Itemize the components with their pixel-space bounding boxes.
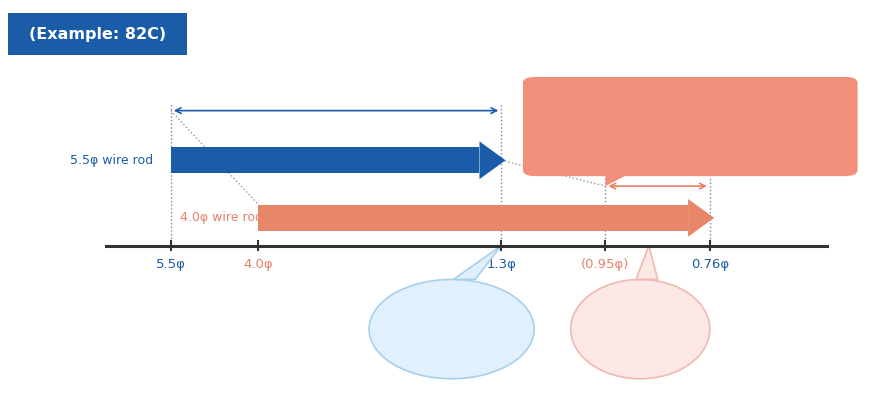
Polygon shape (605, 170, 636, 186)
FancyBboxPatch shape (171, 147, 480, 173)
Text: (0.95φ): (0.95φ) (582, 258, 630, 270)
FancyBboxPatch shape (9, 13, 187, 55)
Text: 5.5φ: 5.5φ (156, 258, 186, 270)
Text: Critical
diameter
of a 4.0φ wire rod
when drawn in
as-rolled
conditions: Critical diameter of a 4.0φ wire rod whe… (594, 291, 686, 367)
Text: 0.76φ: 0.76φ (691, 258, 729, 270)
Polygon shape (453, 246, 501, 280)
Polygon shape (480, 142, 506, 179)
Ellipse shape (571, 280, 710, 379)
Text: 5.5φ wire rod: 5.5φ wire rod (71, 154, 153, 167)
Text: 4.0φ wire rod: 4.0φ wire rod (180, 211, 262, 224)
Ellipse shape (369, 280, 535, 379)
FancyBboxPatch shape (258, 205, 688, 231)
FancyBboxPatch shape (523, 77, 857, 176)
Text: 1.3φ: 1.3φ (487, 258, 516, 270)
Text: A 4.0φ wire rod can be drawn to
small diameter wire due to
improved cooling effe: A 4.0φ wire rod can be drawn to small di… (596, 93, 785, 160)
Polygon shape (636, 246, 657, 280)
Polygon shape (688, 199, 714, 237)
Text: 4.0φ: 4.0φ (243, 258, 273, 270)
Text: (Example: 82C): (Example: 82C) (29, 27, 166, 42)
Text: Critical
diameter
of a 5.5φ wire rod
when drawn in
as-rolled
conditions: Critical diameter of a 5.5φ wire rod whe… (405, 291, 498, 367)
